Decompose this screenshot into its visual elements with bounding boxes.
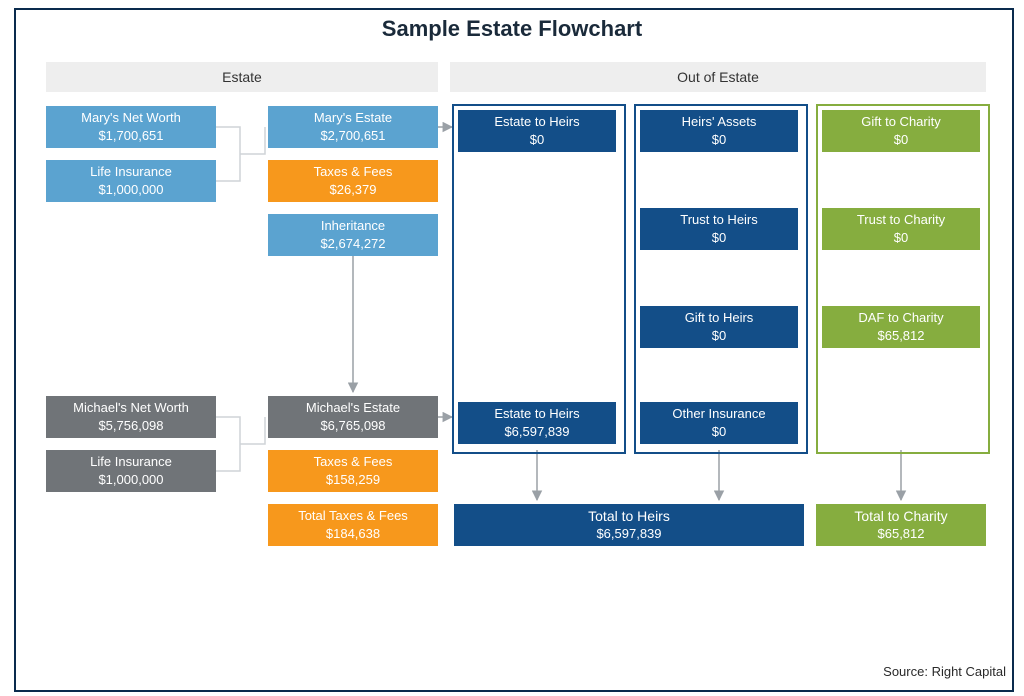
node-inherit-label: Inheritance: [321, 218, 385, 234]
node-tot_char-label: Total to Charity: [854, 508, 947, 526]
node-mike_tax-label: Taxes & Fees: [314, 454, 393, 470]
node-mary_tax-value: $26,379: [330, 182, 377, 198]
source-credit: Source: Right Capital: [883, 664, 1006, 679]
node-mary_nw-label: Mary's Net Worth: [81, 110, 181, 126]
node-mary_tax-label: Taxes & Fees: [314, 164, 393, 180]
node-tot_heirs: Total to Heirs$6,597,839: [454, 504, 804, 546]
node-mike_li: Life Insurance $1,000,000: [46, 450, 216, 492]
column-outline-col2: [634, 104, 808, 454]
node-mary_est: Mary's Estate $2,700,651: [268, 106, 438, 148]
column-outline-col1: [452, 104, 626, 454]
section-header-estate: Estate: [46, 62, 438, 92]
node-mike_li-label: Life Insurance: [90, 454, 172, 470]
node-mike_nw-value: $5,756,098: [98, 418, 163, 434]
node-mary_li: Life Insurance $1,000,000: [46, 160, 216, 202]
node-tot_char-value: $65,812: [878, 526, 925, 542]
section-header-out-label: Out of Estate: [677, 69, 759, 85]
node-inherit-value: $2,674,272: [320, 236, 385, 252]
node-tot_tax-label: Total Taxes & Fees: [298, 508, 408, 524]
column-outline-col3: [816, 104, 990, 454]
node-tot_char: Total to Charity$65,812: [816, 504, 986, 546]
node-mike_est-label: Michael's Estate: [306, 400, 400, 416]
node-mary_tax: Taxes & Fees $26,379: [268, 160, 438, 202]
node-mike_est-value: $6,765,098: [320, 418, 385, 434]
node-tot_heirs-value: $6,597,839: [596, 526, 661, 542]
node-tot_tax-value: $184,638: [326, 526, 380, 542]
node-tot_heirs-label: Total to Heirs: [588, 508, 670, 526]
node-mary_nw: Mary's Net Worth $1,700,651: [46, 106, 216, 148]
node-mary_est-label: Mary's Estate: [314, 110, 392, 126]
node-mike_tax-value: $158,259: [326, 472, 380, 488]
node-inherit: Inheritance $2,674,272: [268, 214, 438, 256]
node-mike_est: Michael's Estate $6,765,098: [268, 396, 438, 438]
section-header-estate-label: Estate: [222, 69, 262, 85]
node-mary_li-label: Life Insurance: [90, 164, 172, 180]
node-mike_li-value: $1,000,000: [98, 472, 163, 488]
node-mike_nw-label: Michael's Net Worth: [73, 400, 189, 416]
node-tot_tax: Total Taxes & Fees $184,638: [268, 504, 438, 546]
node-mary_li-value: $1,000,000: [98, 182, 163, 198]
node-mike_nw: Michael's Net Worth $5,756,098: [46, 396, 216, 438]
section-header-out: Out of Estate: [450, 62, 986, 92]
chart-title: Sample Estate Flowchart: [0, 16, 1024, 42]
node-mike_tax: Taxes & Fees $158,259: [268, 450, 438, 492]
node-mary_nw-value: $1,700,651: [98, 128, 163, 144]
node-mary_est-value: $2,700,651: [320, 128, 385, 144]
